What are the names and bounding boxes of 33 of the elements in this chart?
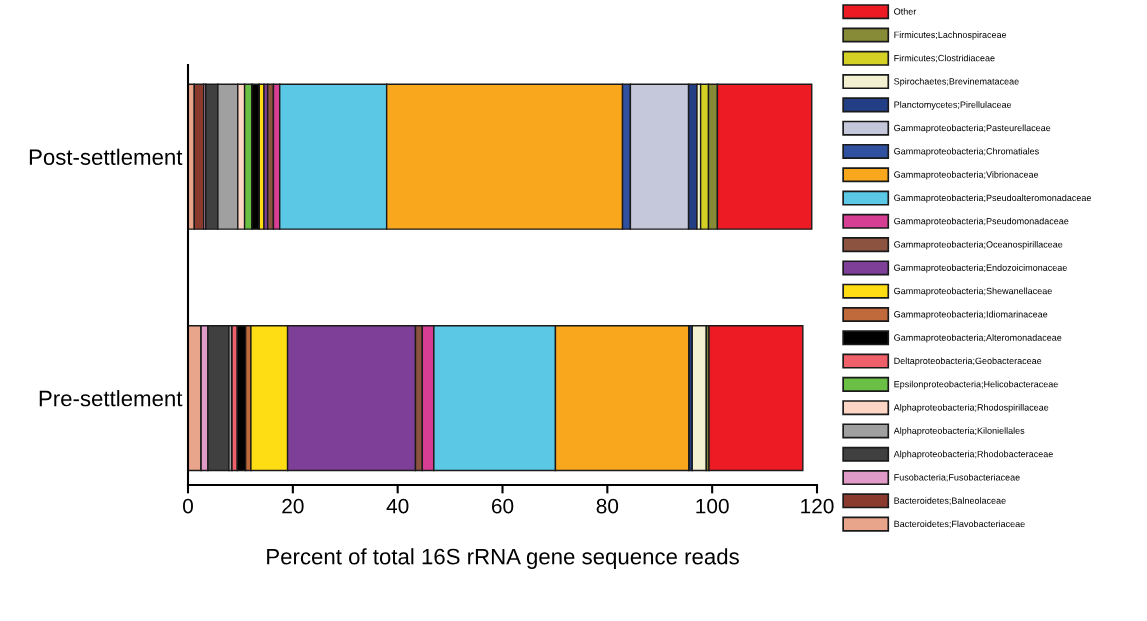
legend-label: Gammaproteobacteria;Shewanellaceae bbox=[894, 287, 1052, 296]
legend-label: Epsilonproteobacteria;Helicobacteraceae bbox=[894, 380, 1058, 390]
legend-label: Gammaproteobacteria;Alteromonadaceae bbox=[894, 334, 1062, 343]
legend-label: Firmicutes;Lachnospiraceae bbox=[894, 31, 1007, 40]
x-tick-label: 20 bbox=[282, 498, 304, 514]
legend-label: Alphaproteobacteria;Kiloniellales bbox=[893, 427, 1025, 436]
x-axis-title: Percent of total 16S rRNA gene sequence reads bbox=[267, 548, 739, 569]
y-tick-label: Post-settlement bbox=[29, 148, 183, 165]
legend-label: Gammaproteobacteria;Pseudomonadaceae bbox=[894, 217, 1069, 227]
x-tick-label: 40 bbox=[386, 498, 409, 514]
x-tick-label: 100 bbox=[696, 498, 729, 514]
legend-label: Gammaproteobacteria;Chromatiales bbox=[894, 147, 1039, 157]
x-tick-label: 120 bbox=[801, 498, 834, 514]
y-tick-label: Pre-settlement bbox=[39, 390, 183, 407]
legend-label: Gammaproteobacteria;Pasteurellaceae bbox=[894, 124, 1051, 133]
legend-label: Other bbox=[894, 8, 917, 15]
legend-label: Gammaproteobacteria;Oceanospirillaceae bbox=[894, 240, 1063, 250]
legend-label: Firmicutes;Clostridiaceae bbox=[894, 54, 995, 63]
legend-label: Alphaproteobacteria;Rhodospirillaceae bbox=[893, 404, 1049, 413]
legend-label: Planctomycetes;Pirellulaceae bbox=[894, 101, 1012, 110]
legend-label: Deltaproteobacteria;Geobacteraceae bbox=[894, 357, 1042, 366]
x-tick-label: 60 bbox=[491, 498, 514, 514]
x-tick-label: 0 bbox=[183, 498, 193, 514]
legend-label: Spirochaetes;Brevinemataceae bbox=[894, 77, 1019, 87]
legend-label: Gammaproteobacteria;Idiomarinaceae bbox=[894, 310, 1048, 320]
legend-label: Gammaproteobacteria;Endozoicimonaceae bbox=[894, 264, 1067, 273]
legend-label: Fusobacteria;Fusobacteriaceae bbox=[894, 473, 1020, 482]
legend-label: Gammaproteobacteria;Vibrionaceae bbox=[894, 171, 1039, 180]
legend-label: Alphaproteobacteria;Rhodobacteraceae bbox=[893, 450, 1053, 459]
x-tick-label: 80 bbox=[596, 498, 619, 514]
legend-label: Gammaproteobacteria;Pseudoalteromonadaceae bbox=[894, 194, 1092, 203]
legend-label: Bacteroidetes;Balneolaceae bbox=[894, 497, 1006, 505]
legend-label: Bacteroidetes;Flavobacteriaceae bbox=[894, 520, 1025, 529]
